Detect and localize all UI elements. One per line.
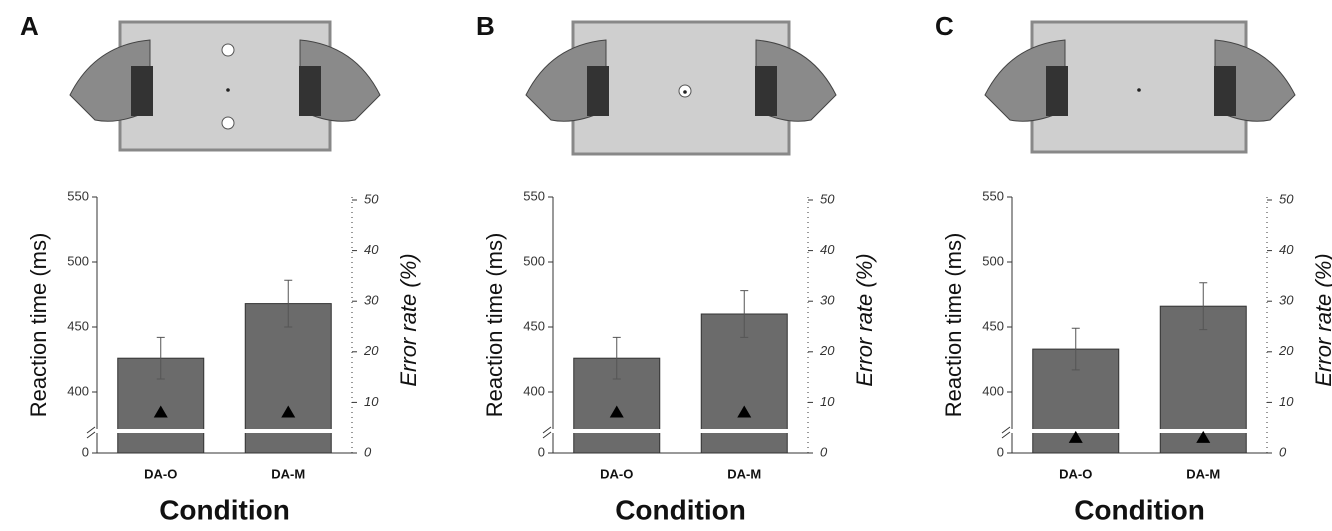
bar bbox=[244, 303, 332, 454]
x-tick-label: DA-M bbox=[727, 466, 761, 481]
y-tick-label: 500 bbox=[982, 253, 1004, 268]
y2-axis-label: Error rate (%) bbox=[852, 253, 877, 386]
x-axis-label: Condition bbox=[1074, 494, 1205, 525]
x-axis-label: Condition bbox=[615, 494, 746, 525]
y-axis-label: Reaction time (ms) bbox=[941, 233, 966, 418]
y-tick-label: 550 bbox=[67, 188, 89, 203]
error-bar bbox=[1071, 327, 1080, 371]
y2-tick-label: 30 bbox=[364, 293, 379, 308]
y-axis-label: Reaction time (ms) bbox=[482, 233, 507, 418]
break-mark bbox=[86, 426, 96, 439]
y2-tick-label: 20 bbox=[819, 343, 835, 358]
y2-tick-label: 10 bbox=[1279, 394, 1294, 409]
error-bar bbox=[284, 279, 293, 328]
stimulus-c bbox=[984, 20, 1296, 154]
y-tick-label: 0 bbox=[538, 444, 545, 459]
y-tick-label: 500 bbox=[523, 253, 545, 268]
y2-tick-label: 40 bbox=[1279, 242, 1294, 257]
panel: B 0 400 450 500 550 0 10 20 30 40 50 DA-O DA-M Reactio… bbox=[476, 11, 877, 526]
y2-tick-label: 50 bbox=[1279, 191, 1294, 206]
error-rate-marker bbox=[609, 405, 624, 418]
y2-tick-label: 0 bbox=[820, 444, 828, 459]
y-tick-label: 450 bbox=[523, 318, 545, 333]
y2-tick-label: 10 bbox=[820, 394, 835, 409]
stimulus-b bbox=[525, 20, 837, 156]
y-axis-label: Reaction time (ms) bbox=[26, 233, 51, 418]
y2-tick-label: 20 bbox=[1278, 343, 1294, 358]
y2-tick-label: 50 bbox=[364, 191, 379, 206]
y-tick-label: 500 bbox=[67, 253, 89, 268]
panel-label: A bbox=[20, 11, 39, 41]
error-bar bbox=[612, 336, 621, 380]
panel-label: C bbox=[935, 11, 954, 41]
y2-tick-label: 10 bbox=[364, 394, 379, 409]
x-tick-label: DA-O bbox=[144, 466, 177, 481]
y2-tick-label: 0 bbox=[1279, 444, 1287, 459]
stimulus-a bbox=[69, 20, 381, 152]
y2-tick-label: 40 bbox=[820, 242, 835, 257]
x-tick-label: DA-M bbox=[1186, 466, 1220, 481]
y2-tick-label: 0 bbox=[364, 444, 372, 459]
x-tick-label: DA-M bbox=[271, 466, 305, 481]
y2-tick-label: 20 bbox=[363, 343, 379, 358]
y2-tick-label: 30 bbox=[820, 293, 835, 308]
y-tick-label: 0 bbox=[997, 444, 1004, 459]
y2-tick-label: 40 bbox=[364, 242, 379, 257]
y-tick-label: 400 bbox=[982, 383, 1004, 398]
y2-tick-label: 30 bbox=[1279, 293, 1294, 308]
y-tick-label: 400 bbox=[67, 383, 89, 398]
x-tick-label: DA-O bbox=[1059, 466, 1092, 481]
y-tick-label: 450 bbox=[67, 318, 89, 333]
error-rate-marker bbox=[281, 405, 296, 418]
y-tick-label: 550 bbox=[523, 188, 545, 203]
y-tick-label: 450 bbox=[982, 318, 1004, 333]
y2-tick-label: 50 bbox=[820, 191, 835, 206]
panel: C 0 400 450 500 550 0 10 20 30 40 50 DA-O DA-M Reactio… bbox=[935, 11, 1332, 526]
error-rate-marker bbox=[1068, 430, 1083, 443]
y-tick-label: 0 bbox=[82, 444, 89, 459]
bar bbox=[1159, 305, 1247, 454]
error-rate-marker bbox=[737, 405, 752, 418]
y2-axis-label: Error rate (%) bbox=[1311, 253, 1332, 386]
error-rate-marker bbox=[1196, 430, 1211, 443]
error-bar bbox=[1199, 282, 1208, 331]
error-bar bbox=[740, 290, 749, 338]
y2-axis-label: Error rate (%) bbox=[396, 253, 421, 386]
break-mark bbox=[1001, 426, 1011, 439]
x-axis-label: Condition bbox=[159, 494, 290, 525]
panel: A 0 400 450 500 550 0 10 20 30 40 50 DA-O DA-M Reactio… bbox=[20, 11, 421, 526]
error-bar bbox=[156, 336, 165, 380]
y-tick-label: 400 bbox=[523, 383, 545, 398]
break-mark bbox=[542, 426, 552, 439]
error-rate-marker bbox=[153, 405, 168, 418]
y-tick-label: 550 bbox=[982, 188, 1004, 203]
panel-label: B bbox=[476, 11, 495, 41]
x-tick-label: DA-O bbox=[600, 466, 633, 481]
